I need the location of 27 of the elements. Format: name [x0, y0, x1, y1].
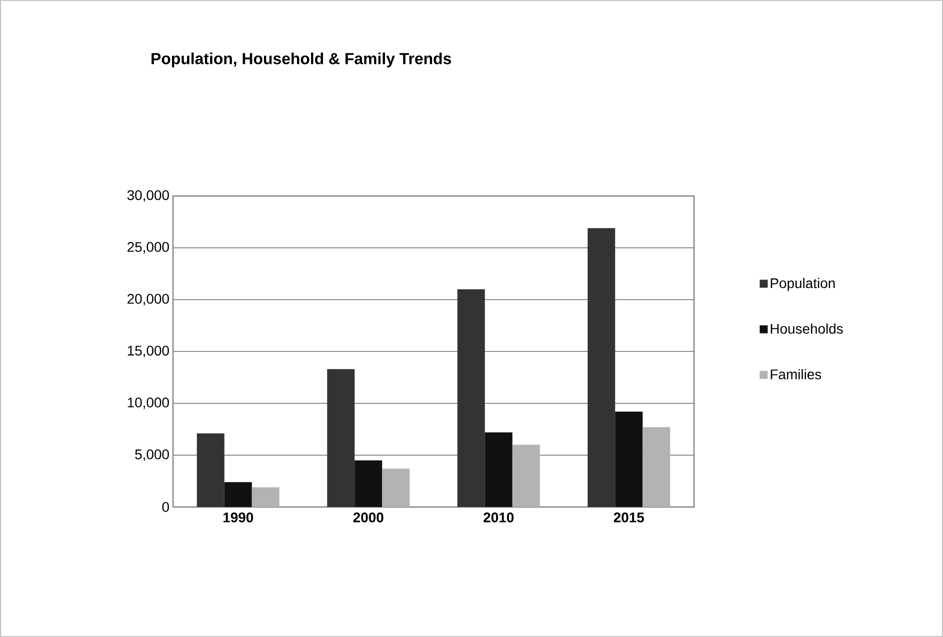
bar: [615, 412, 643, 507]
x-tick-label: 2000: [353, 512, 384, 522]
y-tick-label: 25,000: [128, 242, 169, 254]
bar: [196, 433, 224, 507]
bar: [512, 444, 540, 507]
y-tick-label: 5,000: [135, 449, 169, 461]
bar: [457, 289, 485, 507]
x-tick-label: 2010: [484, 512, 514, 522]
legend-label: Population: [770, 278, 835, 291]
legend-label: Families: [770, 369, 822, 380]
bar: [642, 427, 670, 507]
y-tick-label: 10,000: [128, 398, 169, 410]
legend-label: Households: [770, 324, 843, 334]
bar: [224, 482, 252, 507]
bar: [354, 460, 382, 507]
x-tick-label: 2015: [614, 512, 644, 522]
y-tick-label: 20,000: [128, 294, 169, 306]
bar: [588, 228, 616, 507]
bar: [382, 468, 410, 507]
bar: [484, 432, 512, 507]
x-tick-label: 1990: [223, 512, 254, 522]
y-tick-label: 0: [162, 502, 169, 512]
bar: [327, 369, 355, 507]
bar: [252, 487, 280, 507]
y-tick-label: 30,000: [127, 190, 169, 202]
y-tick-label: 15,000: [128, 346, 169, 358]
chart-title: Population, Household & Family Trends: [152, 52, 452, 68]
